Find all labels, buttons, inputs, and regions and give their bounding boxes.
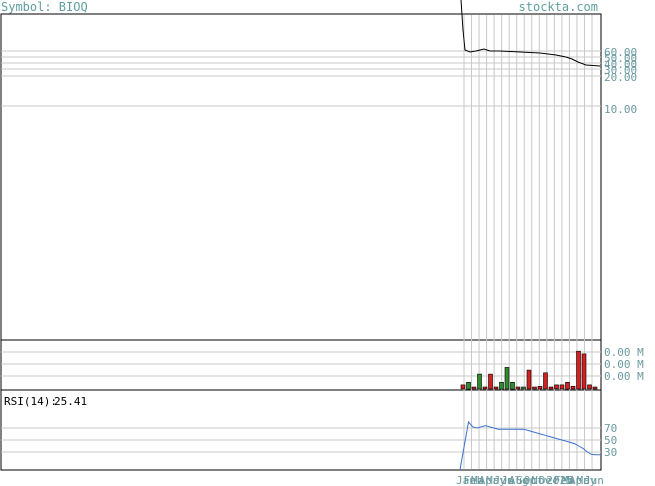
volume-bar <box>515 386 521 390</box>
volume-bar <box>587 384 592 390</box>
volume-bar <box>565 381 570 390</box>
volume-bar <box>526 369 532 390</box>
x-tick-label: Feb <box>554 474 574 486</box>
volume-bar <box>521 386 526 390</box>
volume-bar <box>493 386 499 390</box>
volume-bar <box>581 353 587 390</box>
volume-bar <box>543 372 548 390</box>
x-tick-label: Jul <box>501 474 521 486</box>
volume-bar <box>548 386 554 390</box>
rsi-label: RSI(14): <box>4 395 57 408</box>
rsi-panel-frame <box>0 389 602 471</box>
price-tick-label: 20.00 <box>604 71 637 84</box>
volume-tick-label: 0.00 M <box>604 370 644 383</box>
x-tick-label: Nov <box>531 474 551 486</box>
x-tick-label: Aug <box>509 474 529 486</box>
volume-bar <box>559 384 565 390</box>
x-tick-label: Mar <box>471 474 491 486</box>
volume-tick-label: 0.00 M <box>604 346 644 359</box>
price-tick-label: 50.00 <box>604 52 637 65</box>
volume-bar <box>482 386 488 390</box>
price-panel-frame <box>0 13 602 341</box>
rsi-tick-label: 30 <box>604 446 617 459</box>
volume-bar <box>510 381 515 390</box>
volume-grid <box>1 351 601 377</box>
price-tick-label: 60.00 <box>604 46 637 59</box>
volume-bar <box>537 385 543 390</box>
rsi-line <box>459 420 600 471</box>
volume-bar <box>460 384 466 390</box>
x-tick-label: May <box>486 474 506 486</box>
x-tick-label: 2025 <box>546 474 573 486</box>
x-tick-label: Jan <box>456 474 476 486</box>
volume-tick-label: 0.00 M <box>604 358 644 371</box>
x-tick-label: Mar <box>561 474 581 486</box>
price-grid <box>1 50 601 107</box>
rsi-grid <box>1 427 601 453</box>
x-tick-label: Apr <box>569 474 589 486</box>
x-tick-label: Feb <box>464 474 484 486</box>
volume-bar <box>576 350 581 390</box>
price-tick-label: 10.00 <box>604 103 637 116</box>
price-tick-label: 40.00 <box>604 58 637 71</box>
volume-bars <box>460 350 598 390</box>
vertical-grid <box>463 15 593 469</box>
volume-bar <box>466 381 471 390</box>
volume-bar <box>554 384 559 390</box>
volume-panel-frame <box>0 339 602 391</box>
x-tick-label: Sep <box>516 474 536 486</box>
volume-bar <box>592 386 598 390</box>
x-tick-label: Apr <box>479 474 499 486</box>
volume-bar <box>471 386 477 390</box>
rsi-value: 25.41 <box>54 395 87 408</box>
price-line <box>460 0 601 67</box>
x-axis-labels: JanFebMarAprMayJunJulAugSepOctNovDec2025… <box>456 474 604 486</box>
volume-bar <box>477 373 482 390</box>
site-name: stockta.com <box>519 0 598 14</box>
volume-bar <box>488 373 493 390</box>
volume-bar <box>499 381 504 390</box>
x-tick-label: Jun <box>494 474 514 486</box>
rsi-tick-label: 50 <box>604 434 617 447</box>
symbol-label: Symbol: BIOQ <box>1 0 88 14</box>
x-tick-label: Jun <box>584 474 604 486</box>
x-tick-label: May <box>576 474 596 486</box>
price-tick-label: 30.00 <box>604 64 637 77</box>
x-tick-label: Oct <box>524 474 544 486</box>
x-tick-label: Dec <box>539 474 559 486</box>
volume-bar <box>504 367 510 390</box>
volume-bar <box>532 386 537 390</box>
volume-axis-ticks: 0.00 M0.00 M0.00 M <box>604 346 644 383</box>
volume-bar <box>570 385 576 390</box>
rsi-tick-label: 70 <box>604 422 617 435</box>
